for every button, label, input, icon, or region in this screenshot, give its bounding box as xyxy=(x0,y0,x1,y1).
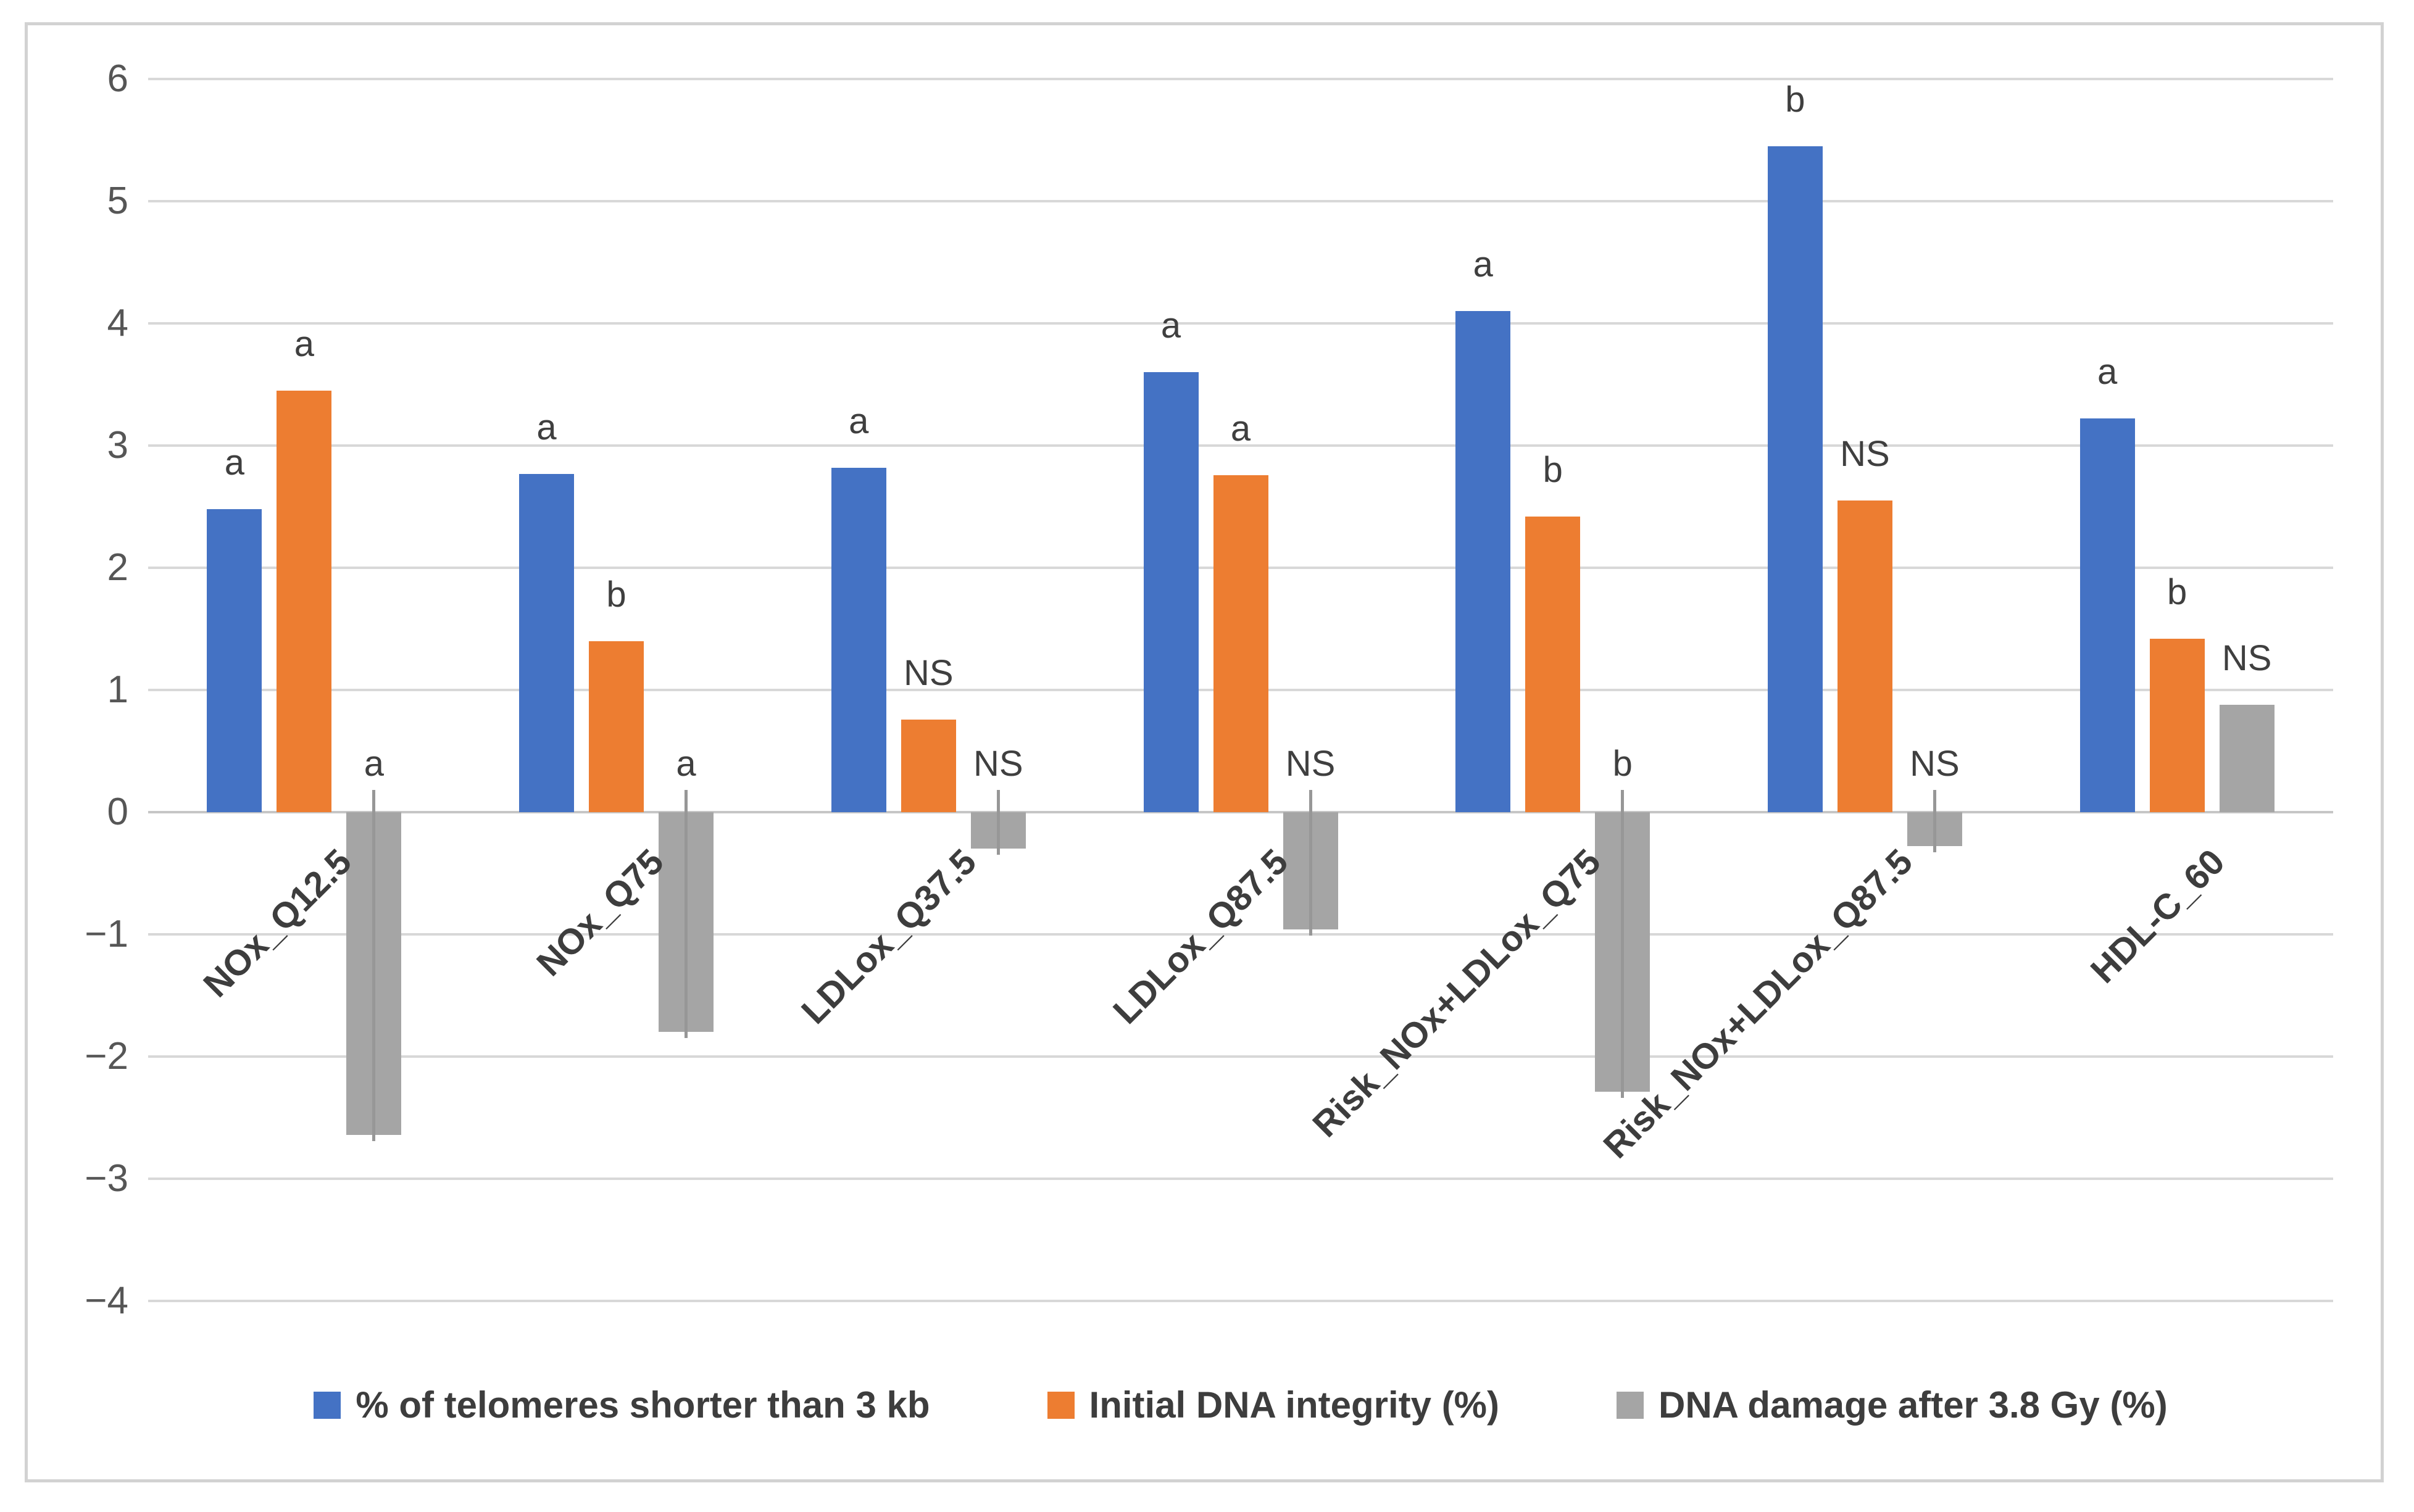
gridline xyxy=(148,78,2333,80)
legend-swatch-icon xyxy=(1617,1392,1644,1419)
y-tick-label: 4 xyxy=(107,302,128,344)
bar-HDL-C_60-series2 xyxy=(2219,704,2275,812)
bar-Risk_NOx+LDLox_Q75-series1 xyxy=(1525,516,1581,812)
gridline xyxy=(148,1178,2333,1180)
y-tick-label: 0 xyxy=(107,791,128,833)
error-bar xyxy=(685,790,688,1039)
bar-NOx_Q12.5-series1 xyxy=(277,390,332,812)
significance-label: NS xyxy=(2221,638,2272,678)
legend-item: Initial DNA integrity (%) xyxy=(1047,1385,1499,1425)
bar-Risk_NOx+LDLox_Q75-series0 xyxy=(1455,311,1511,812)
significance-label: b xyxy=(1785,79,1805,120)
bar-HDL-C_60-series1 xyxy=(2149,638,2205,812)
significance-label: NS xyxy=(1285,744,1336,784)
significance-label: a xyxy=(676,744,696,784)
gridline xyxy=(148,933,2333,936)
significance-label: NS xyxy=(1910,744,1960,784)
significance-label: a xyxy=(224,442,244,483)
error-bar xyxy=(1309,790,1312,936)
significance-label: a xyxy=(2097,352,2118,393)
gridline xyxy=(148,1300,2333,1302)
legend-swatch-icon xyxy=(1047,1392,1075,1419)
legend-label: DNA damage after 3.8 Gy (%) xyxy=(1659,1384,2168,1426)
bar-Risk_NOx+LDLox_Q87.5-series1 xyxy=(1837,501,1892,812)
gridline xyxy=(148,444,2333,447)
y-tick-label: −1 xyxy=(85,913,128,955)
bar-HDL-C_60-series0 xyxy=(2079,418,2135,812)
significance-label: a xyxy=(849,401,869,441)
bar-NOx_Q75-series1 xyxy=(589,641,644,812)
legend-item: % of telomeres shorter than 3 kb xyxy=(314,1385,930,1425)
legend-item: DNA damage after 3.8 Gy (%) xyxy=(1617,1385,2168,1425)
y-tick-label: −2 xyxy=(85,1035,128,1078)
significance-label: b xyxy=(1612,744,1633,784)
significance-label: NS xyxy=(973,744,1023,784)
legend-label: % of telomeres shorter than 3 kb xyxy=(356,1384,930,1426)
significance-label: a xyxy=(536,407,557,447)
significance-label: a xyxy=(1473,244,1493,285)
bar-NOx_Q75-series0 xyxy=(519,473,575,812)
bar-LDLox_Q37.5-series0 xyxy=(831,467,886,812)
legend-swatch-icon xyxy=(314,1392,341,1419)
y-tick-label: 2 xyxy=(107,546,128,589)
bar-LDLox_Q87.5-series1 xyxy=(1213,475,1268,812)
bar-NOx_Q12.5-series0 xyxy=(207,509,262,812)
error-bar xyxy=(1933,790,1936,853)
y-tick-label: −4 xyxy=(85,1279,128,1322)
gridline xyxy=(148,200,2333,202)
bar-LDLox_Q87.5-series0 xyxy=(1143,372,1199,812)
legend: % of telomeres shorter than 3 kb Initial … xyxy=(148,1385,2333,1425)
x-axis-line xyxy=(148,811,2333,813)
significance-label: b xyxy=(606,574,626,615)
error-bar xyxy=(372,790,376,1141)
y-tick-label: 1 xyxy=(107,668,128,711)
y-tick-label: 5 xyxy=(107,180,128,222)
significance-label: NS xyxy=(903,652,954,693)
gridline xyxy=(148,1055,2333,1058)
chart-border xyxy=(25,22,2384,1482)
bar-LDLox_Q37.5-series1 xyxy=(901,719,956,812)
y-tick-label: −3 xyxy=(85,1157,128,1200)
legend-label: Initial DNA integrity (%) xyxy=(1089,1384,1499,1426)
bar-Risk_NOx+LDLox_Q87.5-series0 xyxy=(1767,146,1823,812)
significance-label: b xyxy=(2167,571,2187,612)
significance-label: a xyxy=(364,744,384,784)
error-bar xyxy=(996,790,1000,855)
significance-label: b xyxy=(1542,449,1563,490)
significance-label: a xyxy=(294,323,314,364)
significance-label: a xyxy=(1160,305,1181,346)
y-tick-label: 3 xyxy=(107,424,128,467)
error-bar xyxy=(1621,790,1625,1099)
significance-label: NS xyxy=(1840,434,1890,475)
y-tick-label: 6 xyxy=(107,57,128,100)
significance-label: a xyxy=(1230,408,1251,449)
gridline xyxy=(148,322,2333,325)
